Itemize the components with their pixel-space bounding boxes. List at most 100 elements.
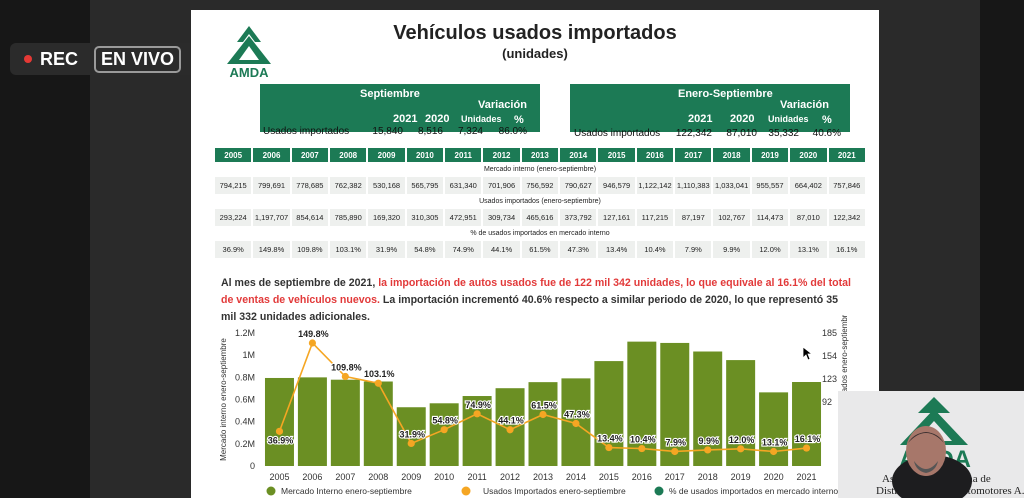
used-cell: 117,215 xyxy=(636,209,674,226)
legend-market-swatch xyxy=(266,486,276,496)
pct-cell: 7.9% xyxy=(675,241,712,258)
x-tick-label: 2017 xyxy=(665,472,685,482)
bar-market-2013 xyxy=(528,382,558,466)
year-cell: 2016 xyxy=(636,148,674,162)
record-dot-icon xyxy=(24,55,32,63)
x-tick-label: 2006 xyxy=(302,472,322,482)
ytd-col-2021: 2021 xyxy=(688,113,713,125)
used-cell: 169,320 xyxy=(368,209,405,226)
year-cell: 2021 xyxy=(828,148,865,162)
y-left-tick-label: 1M xyxy=(242,350,255,360)
point-used-2019 xyxy=(737,445,745,453)
pct-data-label: 61.5% xyxy=(531,401,557,411)
ytd-2021-value: 122,342 xyxy=(675,128,712,139)
used-cell: 127,161 xyxy=(598,209,635,226)
point-used-2020 xyxy=(769,447,778,456)
year-cell: 2015 xyxy=(598,148,635,162)
pct-data-label: 47.3% xyxy=(564,409,590,419)
y-left-tick-label: 0 xyxy=(250,461,255,471)
market-cell: 664,402 xyxy=(790,177,827,194)
pct-cell: 13.1% xyxy=(790,241,827,258)
narrative-intro: Al mes de septiembre de 2021, xyxy=(221,277,379,289)
pct-data-label: 16.1% xyxy=(795,434,821,444)
pct-data-label: 103.1% xyxy=(364,369,395,379)
bar-market-2005 xyxy=(264,377,294,466)
point-used-2013 xyxy=(539,410,547,419)
used-section-label: Usados importados (enero-septiembre) xyxy=(479,198,601,205)
history-table: 2005 2006 2007 2008 2009 2010 2011 2012 2013 2014… xyxy=(213,148,867,258)
x-tick-label: 2013 xyxy=(533,472,553,482)
sept-2021-value: 15,840 xyxy=(372,126,403,137)
sept-title: Septiembre xyxy=(360,88,420,100)
sept-2020-value: 8,516 xyxy=(417,126,443,137)
recording-indicator: REC EN VIVO xyxy=(10,43,201,75)
narrative-highlight: la importación de autos usados fue de 12… xyxy=(221,277,851,306)
y-left-tick-label: 0.8M xyxy=(235,372,255,382)
market-cell: 790,627 xyxy=(560,177,597,194)
used-cell: 114,473 xyxy=(751,209,789,226)
pct-cell: 44.1% xyxy=(483,241,520,258)
sept-pct-value: 86.0% xyxy=(498,126,527,137)
x-tick-label: 2018 xyxy=(698,472,718,482)
x-tick-label: 2016 xyxy=(632,472,652,482)
point-used-2015 xyxy=(605,443,613,452)
pct-cell: 149.8% xyxy=(253,241,290,258)
pct-data-label: 36.9% xyxy=(268,435,294,445)
history-used-row: 293,224 1,197,707 854,614 785,890 169,320 310… xyxy=(215,209,865,226)
bar-market-2010 xyxy=(429,403,459,466)
ytd-header: Enero-Septiembre Variación 2021 2020 Uni… xyxy=(570,84,850,132)
pct-cell: 103.1% xyxy=(330,241,367,258)
y-left-tick-label: 0.2M xyxy=(235,439,255,449)
used-cell: 102,767 xyxy=(713,209,750,226)
point-used-2010 xyxy=(440,426,448,434)
sept-col-2021: 2021 xyxy=(393,113,418,125)
bar-market-2007 xyxy=(330,379,360,466)
pct-data-label: 13.1% xyxy=(762,437,788,447)
year-cell: 2012 xyxy=(483,148,520,162)
y-left-tick-label: 0.6M xyxy=(235,395,255,405)
ytd-2020-value: 87,010 xyxy=(726,128,757,139)
market-cell: 565,795 xyxy=(406,177,444,194)
year-cell: 2018 xyxy=(713,148,750,162)
amda-logo: AMDA xyxy=(227,26,271,79)
sept-col-units: Unidades xyxy=(461,114,502,124)
point-used-2016 xyxy=(638,444,646,453)
used-cell: 122,342 xyxy=(828,209,865,226)
pct-data-label: 9.9% xyxy=(698,436,719,446)
y-left-tick-label: 1.2M xyxy=(235,328,255,338)
x-tick-label: 2020 xyxy=(764,472,784,482)
presenter-video: AMDA Asociación Mexicana de Distribuidor… xyxy=(838,391,1024,498)
used-cell: 293,224 xyxy=(215,209,252,226)
market-cell: 701,906 xyxy=(483,177,520,194)
ytd-pct-value: 40.6% xyxy=(812,128,841,139)
pct-cell: 12.0% xyxy=(751,241,789,258)
legend-pct-swatch xyxy=(654,486,664,496)
point-used-2011 xyxy=(473,410,481,418)
pct-data-label: 149.8% xyxy=(298,329,329,339)
ytd-variation: Variación xyxy=(780,99,829,111)
point-used-2008 xyxy=(374,379,382,387)
pct-cell: 36.9% xyxy=(215,241,252,258)
year-cell: 2009 xyxy=(368,148,405,162)
used-cell: 87,197 xyxy=(675,209,712,226)
pct-data-label: 44.1% xyxy=(498,416,524,426)
market-cell: 778,685 xyxy=(291,177,329,194)
pct-data-label: 54.8% xyxy=(432,416,458,426)
x-tick-label: 2021 xyxy=(797,472,817,482)
x-tick-label: 2005 xyxy=(269,472,289,482)
y-right-tick-label: 185 xyxy=(822,328,837,338)
slide-title: Vehículos usados importados xyxy=(393,22,677,44)
used-cell: 785,890 xyxy=(330,209,367,226)
used-cell: 87,010 xyxy=(790,209,827,226)
y-right-tick-label: 123 xyxy=(822,374,837,384)
market-cell: 1,122,142 xyxy=(636,177,674,194)
sept-header: Septiembre Variación 2021 2020 Unidades … xyxy=(260,84,540,132)
combo-chart: 0 0.2M 0.4M 0.6M 0.8M 1M 1.2M Mercado interno e… xyxy=(219,315,849,496)
year-cell: 2017 xyxy=(675,148,712,162)
history-years-row: 2005 2006 2007 2008 2009 2010 2011 2012 2013 2014… xyxy=(215,148,865,162)
point-used-2005 xyxy=(275,427,284,435)
used-cell: 373,792 xyxy=(560,209,597,226)
bar-market-2011 xyxy=(462,396,492,466)
market-cell: 756,592 xyxy=(521,177,559,194)
pct-cell: 9.9% xyxy=(713,241,750,258)
